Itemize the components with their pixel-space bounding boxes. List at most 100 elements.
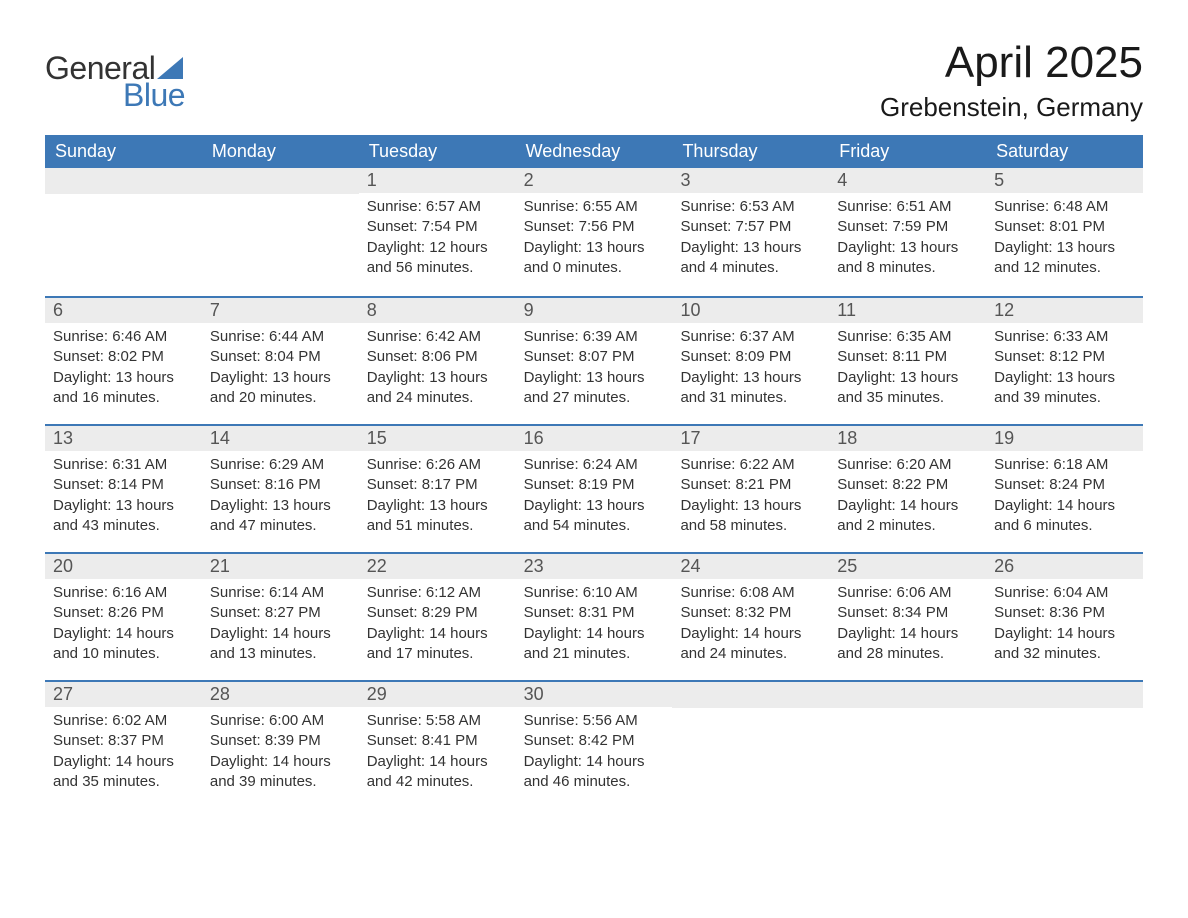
weekday-header: Wednesday [516, 135, 673, 168]
day-number-row [202, 168, 359, 194]
sunrise-line: Sunrise: 5:56 AM [524, 711, 665, 731]
daylight-line: Daylight: 13 hours and 16 minutes. [53, 368, 194, 409]
day-content: Sunrise: 6:55 AMSunset: 7:56 PMDaylight:… [516, 193, 673, 290]
calendar-day: 2Sunrise: 6:55 AMSunset: 7:56 PMDaylight… [516, 168, 673, 296]
calendar-day: 25Sunrise: 6:06 AMSunset: 8:34 PMDayligh… [829, 554, 986, 680]
day-content: Sunrise: 6:26 AMSunset: 8:17 PMDaylight:… [359, 451, 516, 548]
sail-icon [157, 57, 183, 79]
day-number-row: 3 [672, 168, 829, 193]
calendar-day: 19Sunrise: 6:18 AMSunset: 8:24 PMDayligh… [986, 426, 1143, 552]
daylight-line: Daylight: 13 hours and 43 minutes. [53, 496, 194, 537]
calendar-day [672, 682, 829, 808]
sunset-line: Sunset: 7:54 PM [367, 217, 508, 237]
day-number-row: 20 [45, 554, 202, 579]
day-number-row [829, 682, 986, 708]
weekday-header: Sunday [45, 135, 202, 168]
calendar-day: 29Sunrise: 5:58 AMSunset: 8:41 PMDayligh… [359, 682, 516, 808]
sunrise-line: Sunrise: 6:08 AM [680, 583, 821, 603]
daylight-line: Daylight: 13 hours and 54 minutes. [524, 496, 665, 537]
day-content: Sunrise: 6:33 AMSunset: 8:12 PMDaylight:… [986, 323, 1143, 420]
sunset-line: Sunset: 8:42 PM [524, 731, 665, 751]
daylight-line: Daylight: 13 hours and 31 minutes. [680, 368, 821, 409]
calendar-day: 10Sunrise: 6:37 AMSunset: 8:09 PMDayligh… [672, 298, 829, 424]
day-number: 20 [53, 556, 73, 576]
day-content: Sunrise: 6:31 AMSunset: 8:14 PMDaylight:… [45, 451, 202, 548]
day-content: Sunrise: 5:56 AMSunset: 8:42 PMDaylight:… [516, 707, 673, 804]
daylight-line: Daylight: 13 hours and 8 minutes. [837, 238, 978, 279]
calendar-week: 1Sunrise: 6:57 AMSunset: 7:54 PMDaylight… [45, 168, 1143, 296]
sunset-line: Sunset: 8:07 PM [524, 347, 665, 367]
daylight-line: Daylight: 14 hours and 24 minutes. [680, 624, 821, 665]
calendar-day: 4Sunrise: 6:51 AMSunset: 7:59 PMDaylight… [829, 168, 986, 296]
daylight-line: Daylight: 14 hours and 2 minutes. [837, 496, 978, 537]
day-content: Sunrise: 6:48 AMSunset: 8:01 PMDaylight:… [986, 193, 1143, 290]
daylight-line: Daylight: 14 hours and 10 minutes. [53, 624, 194, 665]
day-number: 3 [680, 170, 690, 190]
sunrise-line: Sunrise: 6:10 AM [524, 583, 665, 603]
sunrise-line: Sunrise: 6:29 AM [210, 455, 351, 475]
day-number-row: 4 [829, 168, 986, 193]
daylight-line: Daylight: 13 hours and 27 minutes. [524, 368, 665, 409]
calendar-day: 24Sunrise: 6:08 AMSunset: 8:32 PMDayligh… [672, 554, 829, 680]
day-number-row: 23 [516, 554, 673, 579]
day-content: Sunrise: 6:00 AMSunset: 8:39 PMDaylight:… [202, 707, 359, 804]
day-number: 27 [53, 684, 73, 704]
daylight-line: Daylight: 13 hours and 0 minutes. [524, 238, 665, 279]
day-content: Sunrise: 6:12 AMSunset: 8:29 PMDaylight:… [359, 579, 516, 676]
day-number-row: 2 [516, 168, 673, 193]
calendar-day: 26Sunrise: 6:04 AMSunset: 8:36 PMDayligh… [986, 554, 1143, 680]
daylight-line: Daylight: 14 hours and 35 minutes. [53, 752, 194, 793]
day-number: 17 [680, 428, 700, 448]
sunrise-line: Sunrise: 6:02 AM [53, 711, 194, 731]
sunrise-line: Sunrise: 6:53 AM [680, 197, 821, 217]
daylight-line: Daylight: 14 hours and 46 minutes. [524, 752, 665, 793]
sunrise-line: Sunrise: 6:24 AM [524, 455, 665, 475]
day-content: Sunrise: 6:16 AMSunset: 8:26 PMDaylight:… [45, 579, 202, 676]
day-number-row: 12 [986, 298, 1143, 323]
sunset-line: Sunset: 8:24 PM [994, 475, 1135, 495]
day-number: 29 [367, 684, 387, 704]
calendar-day: 7Sunrise: 6:44 AMSunset: 8:04 PMDaylight… [202, 298, 359, 424]
sunrise-line: Sunrise: 6:20 AM [837, 455, 978, 475]
sunrise-line: Sunrise: 6:44 AM [210, 327, 351, 347]
day-number: 15 [367, 428, 387, 448]
day-number-row [986, 682, 1143, 708]
calendar-week: 27Sunrise: 6:02 AMSunset: 8:37 PMDayligh… [45, 680, 1143, 808]
calendar-day: 28Sunrise: 6:00 AMSunset: 8:39 PMDayligh… [202, 682, 359, 808]
weekday-header: Thursday [672, 135, 829, 168]
day-number: 11 [837, 300, 856, 320]
sunset-line: Sunset: 8:06 PM [367, 347, 508, 367]
daylight-line: Daylight: 14 hours and 28 minutes. [837, 624, 978, 665]
calendar-day: 22Sunrise: 6:12 AMSunset: 8:29 PMDayligh… [359, 554, 516, 680]
daylight-line: Daylight: 13 hours and 39 minutes. [994, 368, 1135, 409]
day-number: 18 [837, 428, 857, 448]
daylight-line: Daylight: 13 hours and 12 minutes. [994, 238, 1135, 279]
weeks-container: 1Sunrise: 6:57 AMSunset: 7:54 PMDaylight… [45, 168, 1143, 808]
day-number: 4 [837, 170, 847, 190]
day-number-row: 8 [359, 298, 516, 323]
sunset-line: Sunset: 8:12 PM [994, 347, 1135, 367]
weekday-header: Friday [829, 135, 986, 168]
day-content: Sunrise: 6:46 AMSunset: 8:02 PMDaylight:… [45, 323, 202, 420]
calendar-day: 9Sunrise: 6:39 AMSunset: 8:07 PMDaylight… [516, 298, 673, 424]
day-number: 1 [367, 170, 377, 190]
sunrise-line: Sunrise: 6:46 AM [53, 327, 194, 347]
daylight-line: Daylight: 13 hours and 20 minutes. [210, 368, 351, 409]
day-number: 8 [367, 300, 377, 320]
calendar-week: 13Sunrise: 6:31 AMSunset: 8:14 PMDayligh… [45, 424, 1143, 552]
sunset-line: Sunset: 8:01 PM [994, 217, 1135, 237]
daylight-line: Daylight: 14 hours and 21 minutes. [524, 624, 665, 665]
day-number: 19 [994, 428, 1014, 448]
calendar: Sunday Monday Tuesday Wednesday Thursday… [45, 135, 1143, 808]
daylight-line: Daylight: 14 hours and 32 minutes. [994, 624, 1135, 665]
day-number: 9 [524, 300, 534, 320]
day-number: 23 [524, 556, 544, 576]
sunrise-line: Sunrise: 6:04 AM [994, 583, 1135, 603]
sunrise-line: Sunrise: 6:35 AM [837, 327, 978, 347]
sunrise-line: Sunrise: 6:48 AM [994, 197, 1135, 217]
sunrise-line: Sunrise: 6:37 AM [680, 327, 821, 347]
calendar-day: 8Sunrise: 6:42 AMSunset: 8:06 PMDaylight… [359, 298, 516, 424]
day-content: Sunrise: 6:22 AMSunset: 8:21 PMDaylight:… [672, 451, 829, 548]
day-number-row: 21 [202, 554, 359, 579]
calendar-day: 17 Sunrise: 6:22 AMSunset: 8:21 PMDayligh… [672, 426, 829, 552]
